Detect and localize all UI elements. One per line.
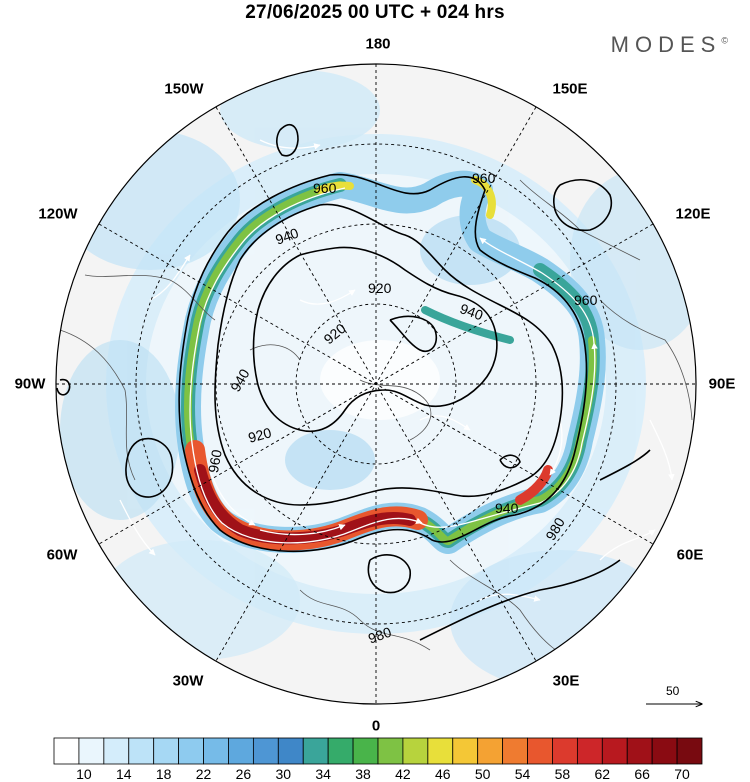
contour-label: 960 (472, 170, 496, 186)
colorbar-swatch (53, 737, 80, 765)
lon-label-120e: 120E (675, 205, 711, 223)
lon-label-150e: 150E (552, 80, 588, 98)
colorbar-swatch (527, 737, 553, 765)
colorbar-swatch (651, 737, 678, 765)
contour-label: 920 (246, 424, 273, 446)
colorbar-swatch (302, 737, 329, 765)
colorbar-tick-label: 10 (76, 766, 92, 782)
lon-label-150w: 150W (164, 80, 204, 98)
colorbar-swatch (128, 737, 155, 765)
contour-label: 960 (313, 180, 337, 196)
colorbar-swatch (377, 737, 404, 765)
contour-label: 940 (458, 300, 486, 323)
lon-label-30e: 30E (552, 672, 580, 690)
contour-label: 940 (273, 225, 301, 248)
colorbar-swatch (103, 737, 130, 765)
colorbar-swatch (601, 737, 628, 765)
colorbar-swatch (203, 737, 229, 765)
jet-stream (175, 170, 606, 554)
colorbar-tick-label: 46 (435, 766, 451, 782)
contour-label: 960 (205, 448, 225, 474)
brand-logo: MODES© (611, 32, 728, 58)
colorbar-swatch (352, 737, 379, 765)
colorbar-tick-label: 42 (395, 766, 411, 782)
colorbar-swatch (228, 737, 254, 765)
wind-speed-shading (60, 70, 696, 690)
colorbar-swatch (427, 737, 454, 765)
lon-label-60w: 60W (46, 546, 78, 564)
brand-name: MODES (610, 32, 722, 57)
lon-label-180: 180 (365, 35, 391, 53)
lon-label-90e: 90E (708, 375, 736, 393)
map-title: 27/06/2025 00 UTC + 024 hrs (245, 2, 505, 23)
colorbar-swatch (252, 737, 279, 765)
lon-label-60e: 60E (676, 546, 704, 564)
lon-label-30w: 30W (172, 672, 204, 690)
colorbar-tick-label: 50 (474, 766, 491, 782)
lon-label-120w: 120W (38, 205, 78, 223)
colorbar-swatch (477, 737, 504, 765)
colorbar-swatch (178, 737, 204, 765)
contour-label: 980 (366, 624, 394, 647)
colorbar-tick-label: 66 (634, 766, 650, 782)
colorbar-swatch (327, 737, 354, 765)
colorbar-tick-label: 34 (315, 766, 331, 782)
colorbar-swatch (552, 737, 578, 765)
geopotential-contours (56, 124, 651, 641)
contour-label: 960 (574, 292, 598, 308)
copyright-mark: © (721, 35, 728, 46)
colorbar-swatch (452, 737, 479, 765)
colorbar-tick-label: 62 (594, 766, 611, 782)
colorbar-swatch (676, 737, 703, 765)
colorbar-swatch (626, 737, 653, 765)
colorbar-tick-label: 54 (514, 766, 531, 782)
colorbar-tick-label: 38 (355, 766, 371, 782)
colorbar-swatch (502, 737, 528, 765)
colorbar-tick-label: 14 (115, 766, 132, 782)
reference-vector-label: 50 (666, 684, 680, 698)
colorbar-tick-label: 18 (155, 766, 172, 782)
colorbar-tick-label: 26 (235, 766, 252, 782)
colorbar-swatch (78, 737, 105, 765)
contour-label: 940 (495, 500, 519, 516)
colorbar-swatch (402, 737, 429, 765)
colorbar-tick-label: 58 (554, 766, 571, 782)
colorbar-tick-label: 30 (275, 766, 292, 782)
lon-label-90w: 90W (14, 375, 46, 393)
coastlines (59, 179, 693, 671)
lat-lon-grid (56, 64, 696, 704)
lon-label-0: 0 (371, 717, 381, 735)
colorbar (53, 737, 703, 765)
colorbar-swatch (277, 737, 304, 765)
colorbar-tick-label: 70 (674, 766, 690, 782)
colorbar-swatch (153, 737, 180, 765)
map-boundary (55, 63, 697, 705)
contour-label: 920 (368, 280, 392, 296)
colorbar-tick-label: 22 (195, 766, 212, 782)
colorbar-swatch (576, 737, 603, 765)
